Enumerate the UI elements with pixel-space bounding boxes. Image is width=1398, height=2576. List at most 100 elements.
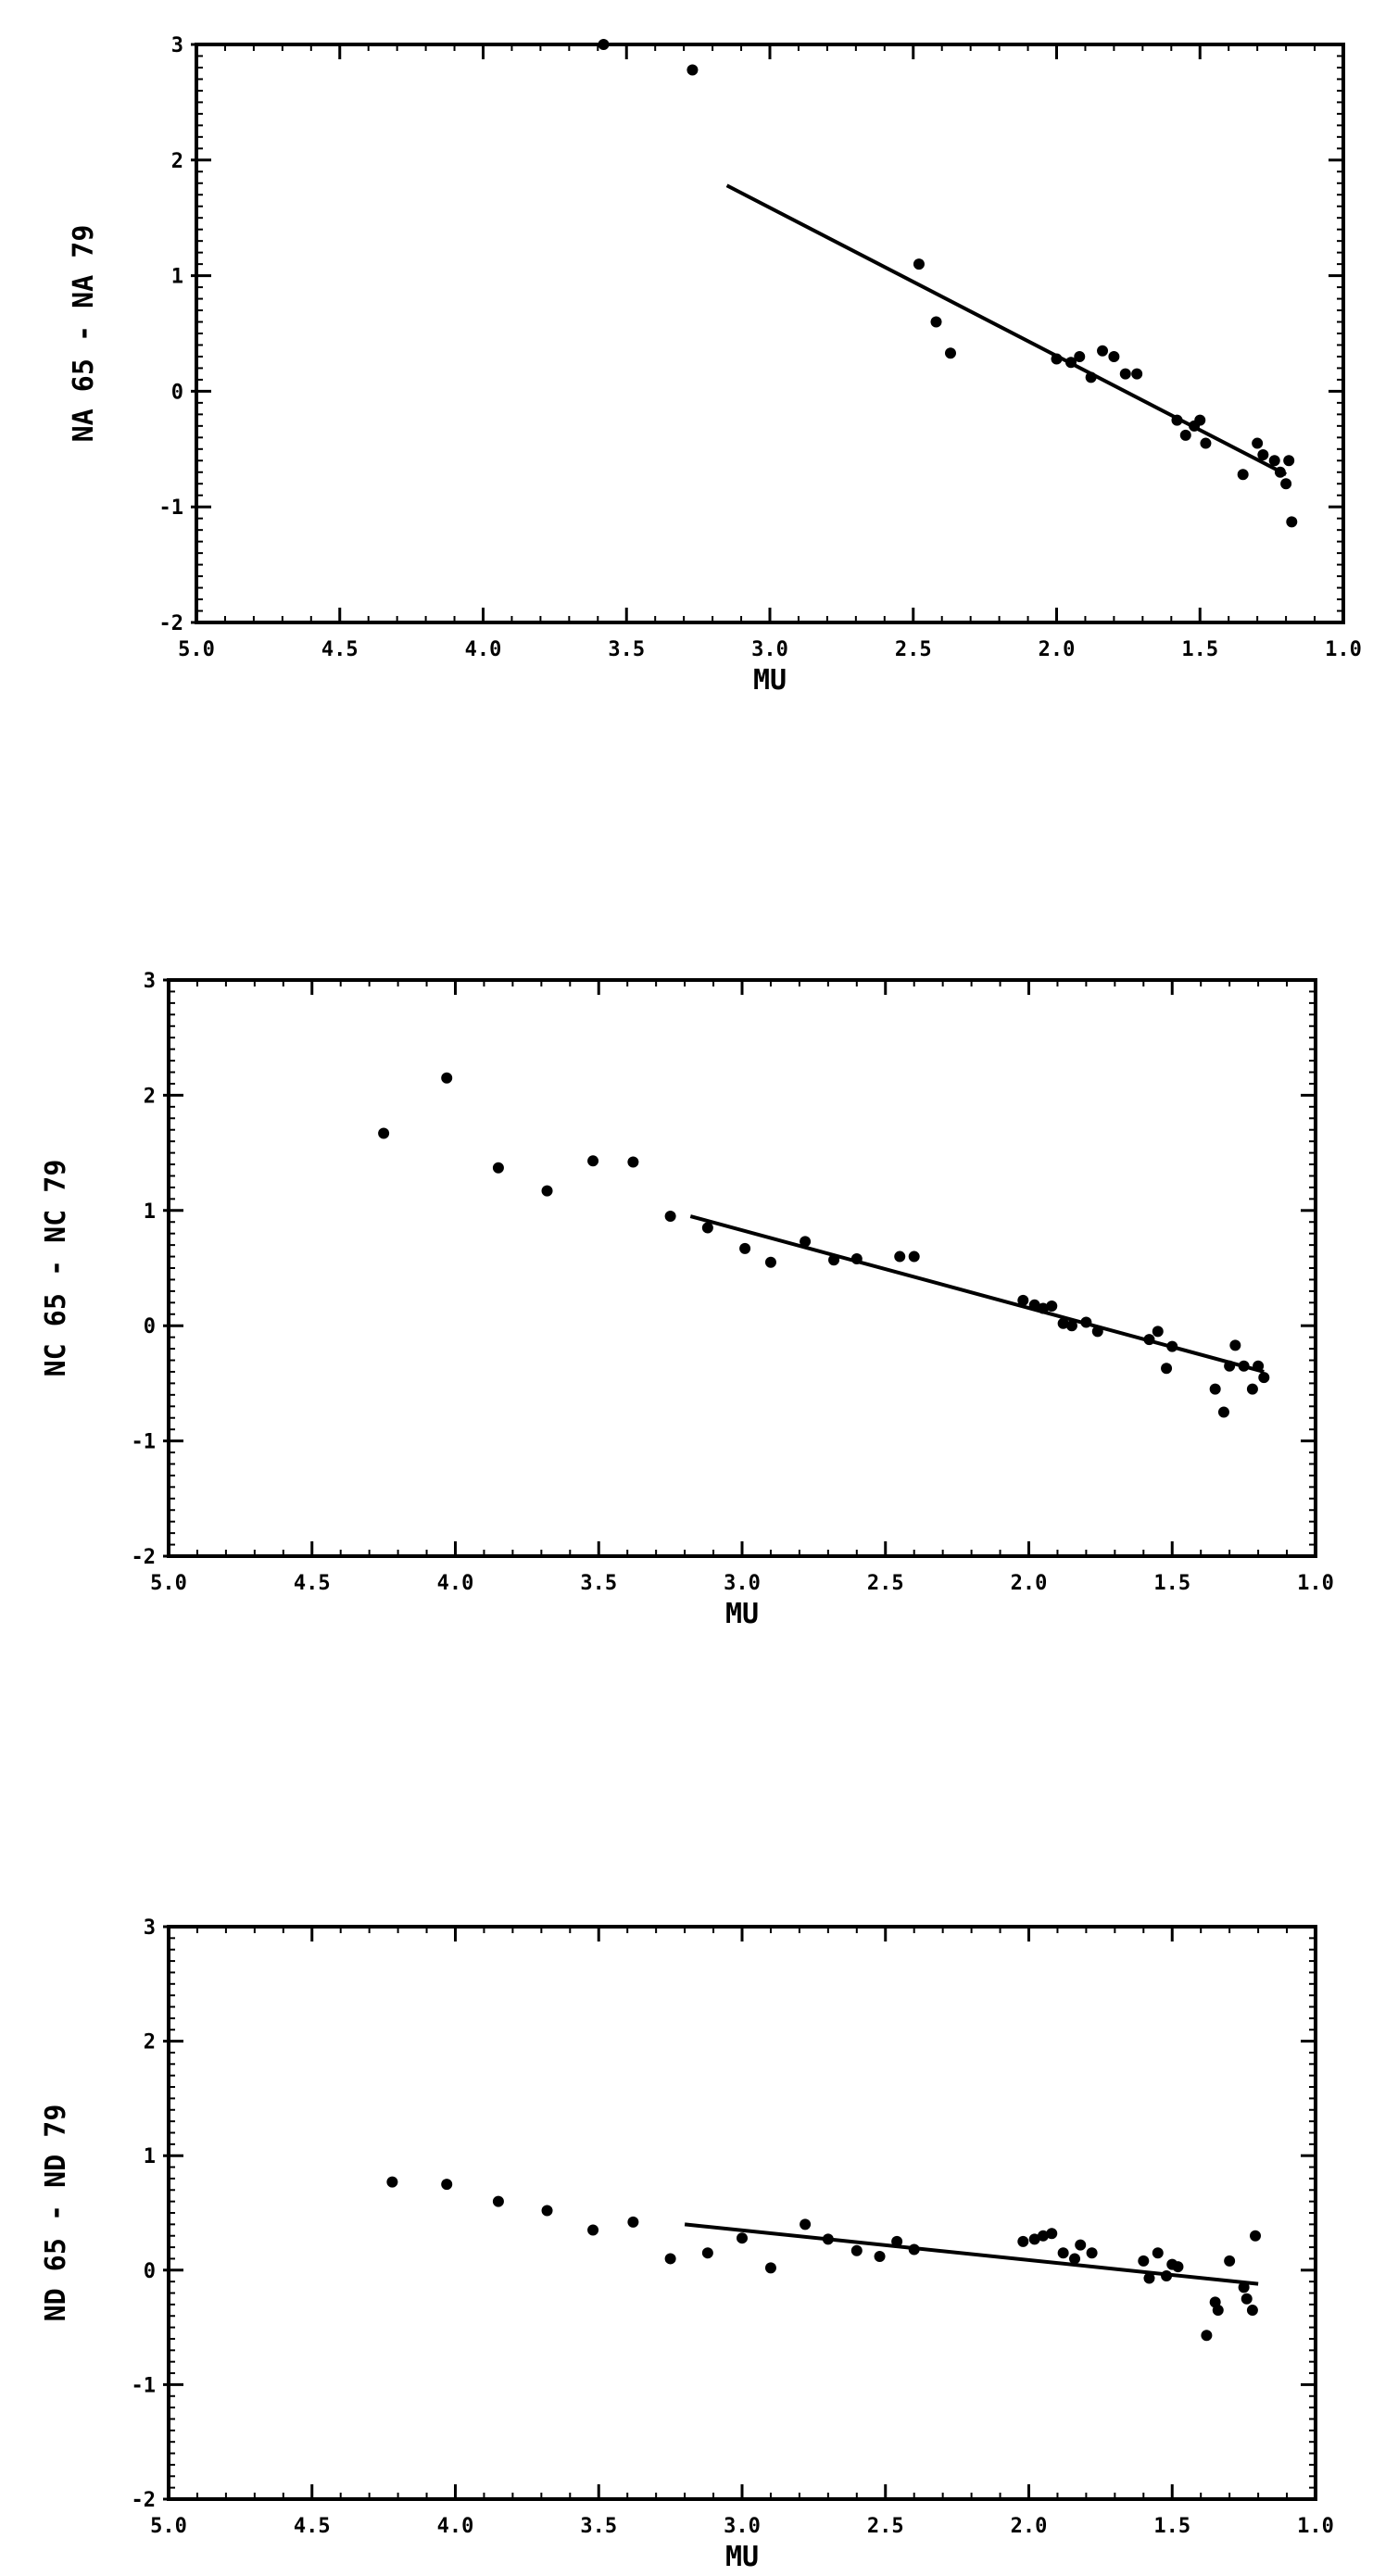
data-point (1274, 466, 1286, 478)
x-axis-label: MU (725, 2541, 759, 2573)
data-point (944, 347, 956, 359)
data-point (828, 1254, 840, 1266)
data-point (492, 2195, 504, 2207)
data-point (1152, 2247, 1164, 2259)
data-point (874, 2250, 886, 2262)
x-tick-label: 2.5 (895, 638, 932, 661)
plot-frame (167, 1925, 1317, 2501)
data-point (664, 1211, 676, 1223)
data-point (891, 2235, 903, 2247)
data-point (913, 258, 925, 270)
data-point (1246, 1383, 1258, 1395)
data-point (1080, 1316, 1092, 1328)
plot-frame (195, 43, 1345, 624)
y-tick-label: 1 (144, 1200, 156, 1224)
x-tick-label: 3.5 (580, 1572, 617, 1595)
y-tick-label: 3 (144, 970, 156, 993)
data-point (1037, 1302, 1049, 1314)
data-point (1086, 2247, 1098, 2259)
data-point (1091, 1326, 1103, 1338)
data-point (1046, 1301, 1058, 1313)
data-point (378, 1127, 390, 1139)
data-point (1171, 414, 1183, 426)
y-tick-label: -2 (132, 2489, 157, 2512)
y-tick-label: 1 (171, 266, 183, 289)
x-tick-label: 4.0 (437, 1572, 474, 1595)
data-point (1138, 2255, 1150, 2267)
data-point (764, 2262, 776, 2274)
data-point (1028, 1299, 1040, 1311)
y-tick-label: 3 (171, 34, 183, 57)
x-tick-label: 2.5 (867, 2515, 904, 2538)
x-tick-label: 2.0 (1039, 638, 1076, 661)
x-tick-label: 3.5 (580, 2515, 617, 2538)
data-point (441, 2179, 453, 2191)
regression-line (684, 2222, 1259, 2286)
x-axis-label: MU (725, 1598, 759, 1630)
data-point (1064, 357, 1077, 369)
y-tick-label: 2 (144, 1085, 156, 1108)
regression-line (689, 1214, 1265, 1374)
x-tick-label: 3.0 (751, 638, 788, 661)
data-point (800, 1236, 812, 1248)
data-point (1065, 1320, 1077, 1332)
data-point (1143, 2272, 1155, 2284)
data-point (1286, 516, 1298, 528)
data-point (1229, 1339, 1241, 1351)
data-point (598, 39, 610, 50)
data-point (1283, 455, 1295, 467)
x-tick-label: 3.5 (608, 638, 645, 661)
y-tick-label: 1 (144, 2145, 156, 2168)
data-point (587, 2224, 599, 2236)
data-point (664, 2253, 676, 2265)
data-point (1194, 414, 1206, 426)
x-tick-label: 3.0 (724, 2515, 761, 2538)
data-point (1131, 368, 1143, 380)
data-point (737, 2232, 748, 2244)
data-point (1057, 2247, 1069, 2259)
data-point (1017, 2235, 1029, 2247)
data-point (1161, 1363, 1173, 1375)
data-point (1097, 345, 1109, 357)
data-point (541, 2205, 553, 2217)
data-point (1152, 1326, 1164, 1338)
data-point (1051, 353, 1063, 365)
data-point (1074, 350, 1086, 362)
data-point (1166, 1340, 1178, 1352)
data-point (386, 2176, 398, 2188)
data-point (1238, 2281, 1250, 2293)
data-point (894, 1250, 906, 1263)
data-point (1108, 350, 1120, 362)
plot-frame (167, 978, 1317, 1558)
x-tick-label: 1.0 (1297, 2515, 1334, 2538)
data-point (1028, 2233, 1040, 2245)
x-tick-label: 1.5 (1181, 638, 1218, 661)
data-point (441, 1072, 453, 1084)
data-point (541, 1185, 553, 1197)
data-point (1069, 2253, 1081, 2265)
y-tick-label: 2 (171, 150, 183, 173)
data-point (850, 2244, 863, 2256)
data-point (1209, 1383, 1221, 1395)
data-point (764, 1256, 776, 1268)
y-tick-label: -2 (159, 612, 184, 635)
x-tick-label: 5.0 (150, 2515, 187, 2538)
x-tick-label: 1.0 (1325, 638, 1362, 661)
y-tick-label: 2 (144, 2031, 156, 2055)
x-tick-label: 3.0 (724, 1572, 761, 1595)
data-point (1037, 2230, 1049, 2242)
x-tick-label: 5.0 (178, 638, 215, 661)
chart-panel-1: 5.0 4.5 4.0 3.5 3.0 2.5 2.0 1.5 1.0 -2 -1 0 1 2 3 MU NA … (68, 34, 1362, 697)
y-axis-label: NA 65 - NA 79 (68, 225, 100, 443)
data-point (1085, 371, 1097, 383)
data-point (1057, 1317, 1069, 1329)
x-tick-label: 4.5 (294, 2515, 331, 2538)
data-point (1238, 1360, 1250, 1372)
x-tick-label: 4.0 (465, 638, 502, 661)
data-point (1257, 449, 1269, 461)
data-point (701, 1222, 713, 1234)
data-point (822, 2233, 834, 2245)
data-point (850, 1253, 863, 1265)
data-point (627, 2216, 639, 2228)
data-point (1119, 368, 1131, 380)
